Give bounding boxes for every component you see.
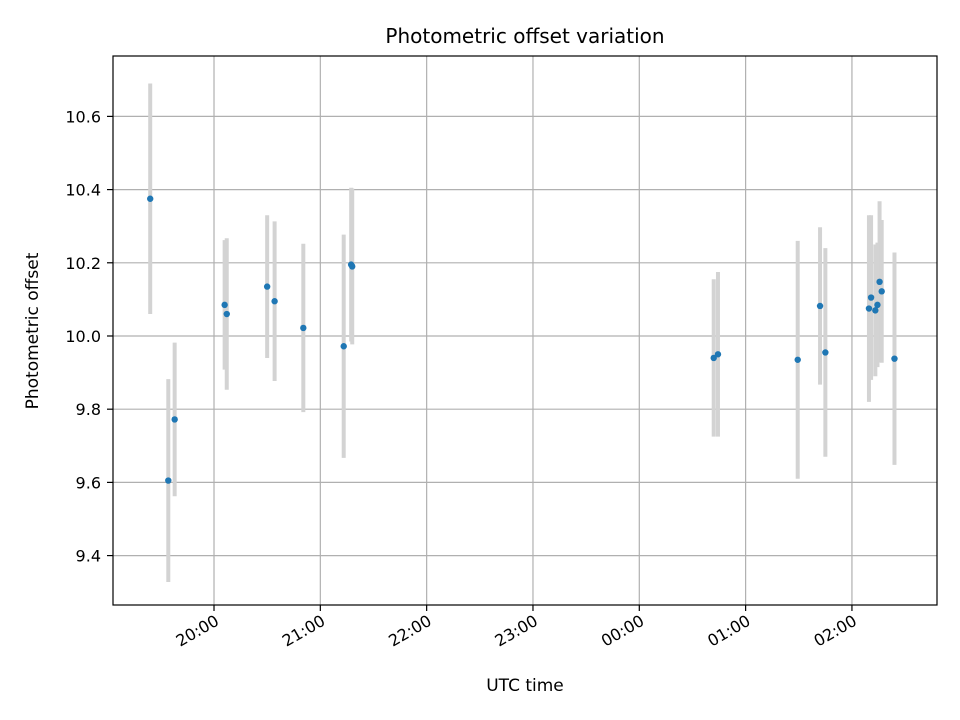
data-point: [714, 351, 722, 358]
data-point: [165, 477, 172, 484]
data-point: [710, 354, 717, 362]
data-point: [349, 263, 356, 270]
y-tick-label: 10.2: [65, 254, 101, 273]
grid: [113, 56, 937, 605]
data-point: [794, 356, 801, 363]
y-axis-label: Photometric offset: [23, 252, 43, 409]
data-point: [876, 278, 883, 286]
y-tick-label: 9.8: [76, 400, 101, 419]
data-point: [340, 343, 347, 350]
y-tick-label: 10.4: [65, 181, 101, 200]
data-point: [891, 355, 898, 362]
y-tick-label: 9.6: [76, 473, 101, 492]
data-point: [221, 301, 228, 309]
data-point: [300, 324, 307, 332]
data-point: [816, 302, 824, 310]
data-point: [822, 349, 829, 356]
data-point: [872, 307, 879, 314]
data-point: [147, 195, 154, 202]
data-points: [147, 195, 898, 484]
data-point: [874, 301, 881, 309]
y-tick-label: 10.0: [65, 327, 101, 346]
data-point: [171, 416, 178, 423]
y-tick-label: 10.6: [65, 107, 101, 126]
y-axis: 9.4 9.6 9.8 10.0 10.2 10.4 10.6: [65, 107, 113, 566]
y-tick-label: 9.4: [76, 547, 101, 566]
data-point: [867, 294, 875, 301]
data-point: [263, 283, 271, 290]
x-axis-label: UTC time: [486, 676, 564, 696]
data-point: [223, 310, 230, 318]
data-point: [271, 298, 278, 305]
plot-frame: [112, 55, 938, 606]
data-point: [865, 305, 873, 312]
chart-title: Photometric offset variation: [385, 24, 664, 48]
data-point: [878, 288, 885, 295]
